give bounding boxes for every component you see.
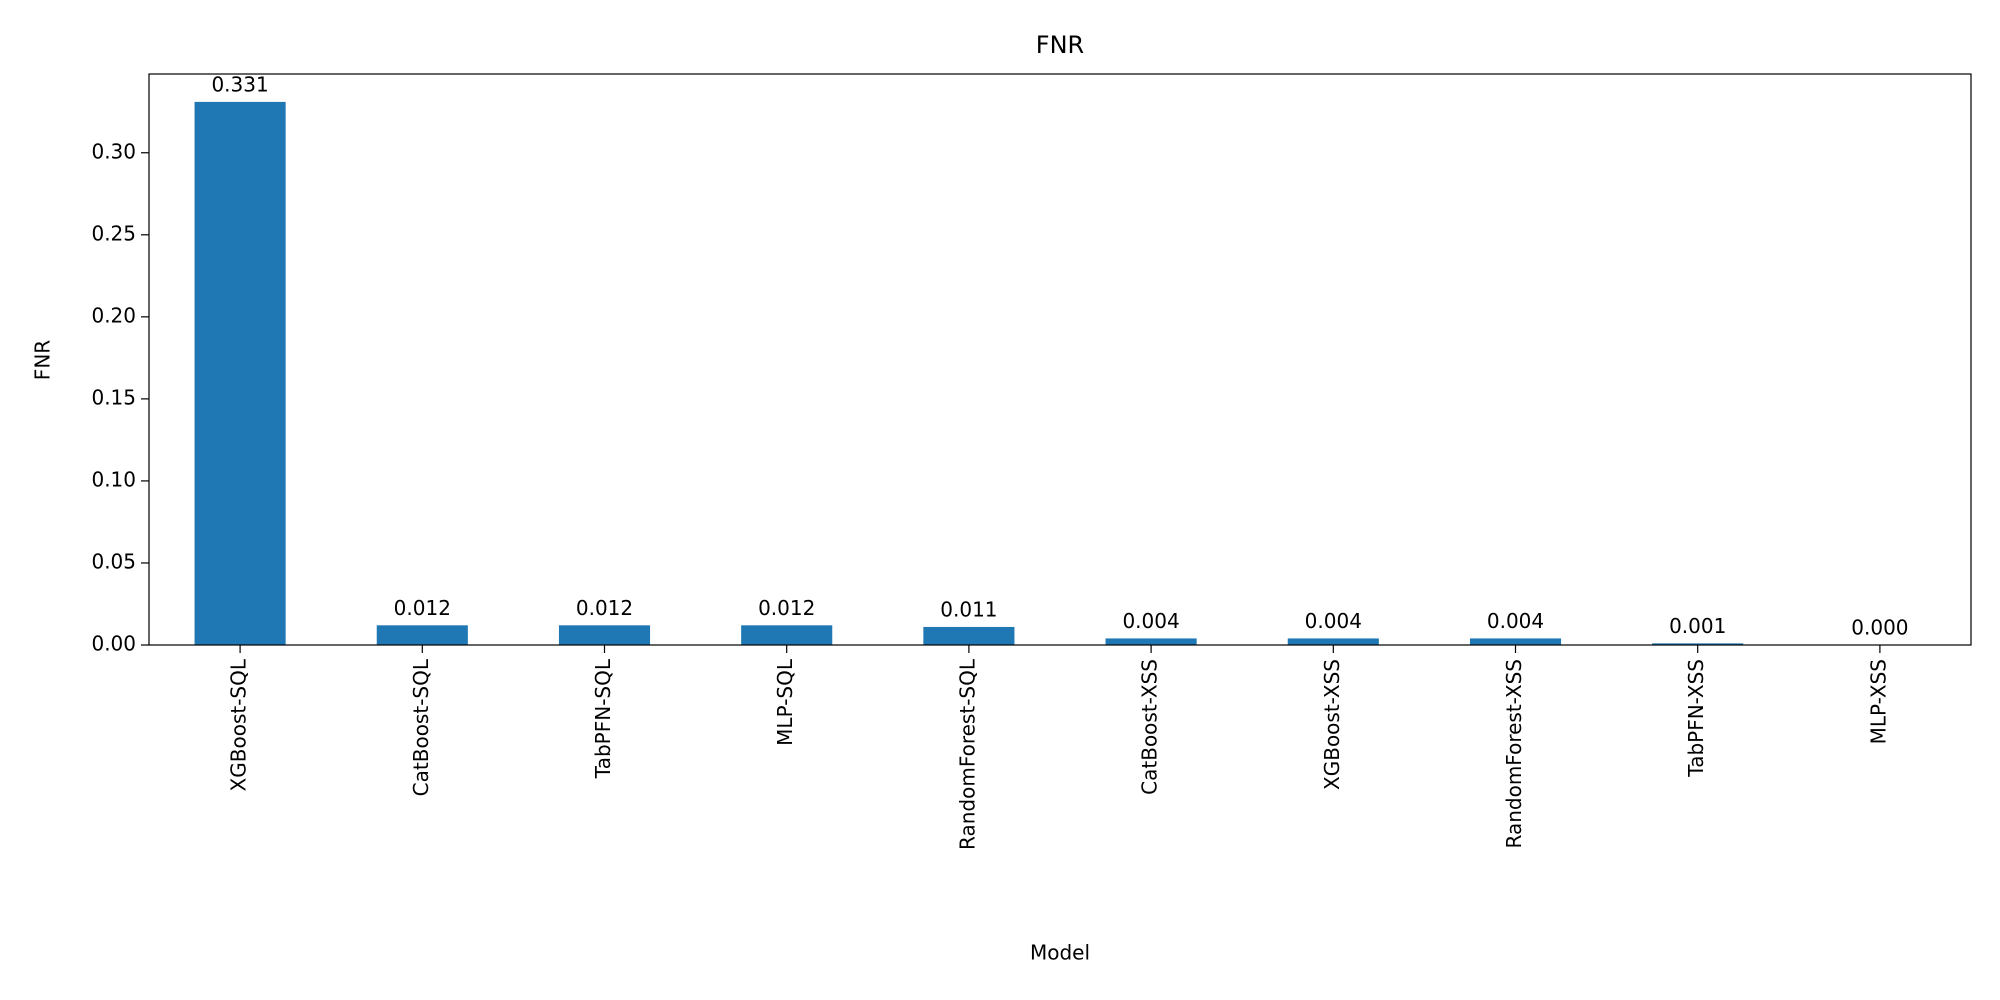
bar (1105, 638, 1197, 645)
y-tick-label: 0.25 (91, 221, 136, 245)
value-label: 0.331 (211, 72, 268, 96)
x-tick-label: TabPFN-SQL (591, 658, 615, 779)
y-tick-label: 0.05 (91, 549, 136, 573)
x-tick-label: CatBoost-XSS (1138, 659, 1162, 795)
value-label: 0.004 (1487, 609, 1544, 633)
bar (741, 625, 833, 645)
y-tick-label: 0.30 (91, 139, 136, 163)
y-tick-label: 0.20 (91, 303, 136, 327)
bar (194, 101, 286, 645)
x-tick-label: TabPFN-XSS (1684, 659, 1708, 778)
value-label: 0.004 (1305, 609, 1362, 633)
bar (376, 625, 468, 645)
plot-frame (148, 73, 1972, 646)
y-tick-label: 0.00 (91, 632, 136, 656)
bar (1652, 643, 1744, 645)
y-tick-label: 0.15 (91, 385, 136, 409)
x-tick-label: RandomForest-XSS (1502, 659, 1526, 849)
value-label: 0.000 (1851, 616, 1908, 640)
x-tick-label: XGBoost-XSS (1320, 659, 1344, 790)
value-label: 0.011 (940, 597, 997, 621)
x-tick-label: MLP-XSS (1866, 659, 1890, 744)
x-tick-label: CatBoost-SQL (409, 658, 433, 796)
x-axis-label: Model (1030, 941, 1090, 965)
bar (1287, 638, 1379, 645)
value-label: 0.012 (758, 596, 815, 620)
x-tick-label: XGBoost-SQL (227, 658, 251, 791)
value-label: 0.001 (1669, 614, 1726, 638)
chart-title: FNR (1036, 31, 1084, 59)
value-label: 0.012 (576, 596, 633, 620)
y-axis-label: FNR (31, 340, 55, 380)
bar (923, 626, 1015, 645)
value-label: 0.004 (1122, 609, 1179, 633)
x-tick-label: MLP-SQL (773, 658, 797, 746)
value-label: 0.012 (394, 596, 451, 620)
x-tick-label: RandomForest-SQL (955, 658, 979, 850)
bar (1469, 638, 1562, 645)
y-tick-label: 0.10 (91, 467, 136, 491)
bar (558, 625, 651, 645)
